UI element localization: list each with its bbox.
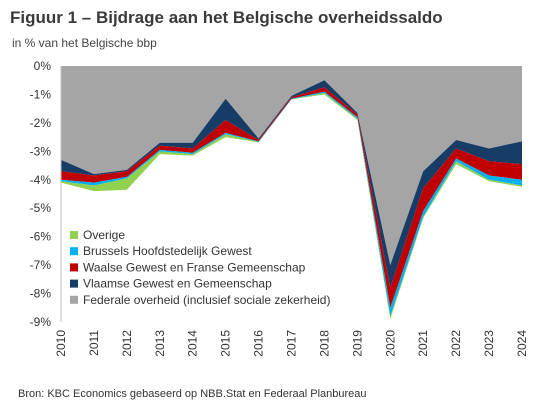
x-tick-label: 2015 <box>219 330 233 357</box>
y-tick-label: -5% <box>30 201 52 215</box>
area-layers <box>61 66 522 320</box>
x-tick-label: 2023 <box>482 330 496 357</box>
y-axis: 0% -1% -2% -3% -4% -5% -6% -7% -8% -9% <box>30 59 62 329</box>
legend-swatch <box>70 247 78 256</box>
x-tick-label: 2024 <box>515 330 529 357</box>
y-tick-label: -8% <box>30 287 52 301</box>
y-tick-label: -7% <box>30 258 52 272</box>
x-tick-label: 2020 <box>383 330 397 357</box>
y-tick-label: -6% <box>30 230 52 244</box>
chart-subtitle: in % van het Belgische bbp <box>12 36 157 50</box>
area-series-3 <box>61 91 522 317</box>
y-tick-label: 0% <box>34 59 52 73</box>
y-tick-label: -4% <box>30 173 52 187</box>
y-tick-label: -3% <box>30 144 52 158</box>
x-tick-label: 2011 <box>87 330 101 356</box>
source-note: Bron: KBC Economics gebaseerd op NBB.Sta… <box>18 388 367 400</box>
chart-title: Figuur 1 – Bijdrage aan het Belgische ov… <box>10 8 443 27</box>
x-tick-label: 2022 <box>449 330 463 357</box>
legend-entry-label: Waalse Gewest en Franse Gemeenschap <box>83 260 306 274</box>
legend: Overige Brussels Hoofdstedelijk Gewest Waa… <box>70 228 330 307</box>
legend-entry-label: Federale overheid (inclusief sociale zek… <box>83 293 330 307</box>
area-series-4 <box>61 93 522 320</box>
area-series-0 <box>61 66 522 266</box>
legend-entry-label: Brussels Hoofdstedelijk Gewest <box>83 244 252 258</box>
legend-swatch <box>70 279 78 288</box>
x-tick-label: 2013 <box>153 330 167 357</box>
x-tick-label: 2018 <box>317 330 331 357</box>
x-tick-label: 2012 <box>120 330 134 357</box>
legend-swatch <box>70 295 78 304</box>
x-tick-label: 2017 <box>285 330 299 357</box>
y-tick-label: -9% <box>30 315 52 329</box>
legend-entry-label: Overige <box>83 228 125 242</box>
area-series-1 <box>61 80 522 288</box>
x-tick-label: 2010 <box>54 330 68 357</box>
x-tick-label: 2019 <box>350 330 364 357</box>
legend-swatch <box>70 231 78 239</box>
legend-swatch <box>70 263 78 272</box>
legend-entry-label: Vlaamse Gewest en Gemeenschap <box>83 277 272 291</box>
x-tick-label: 2016 <box>252 330 266 357</box>
x-tick-label: 2014 <box>186 330 200 357</box>
y-tick-label: -1% <box>30 87 52 101</box>
x-axis: 2010 2011 2012 2013 2014 2015 2016 2017 2018 2019… <box>54 330 529 357</box>
area-series-2 <box>61 87 522 308</box>
x-tick-label: 2021 <box>416 330 430 357</box>
y-tick-label: -2% <box>30 116 52 130</box>
